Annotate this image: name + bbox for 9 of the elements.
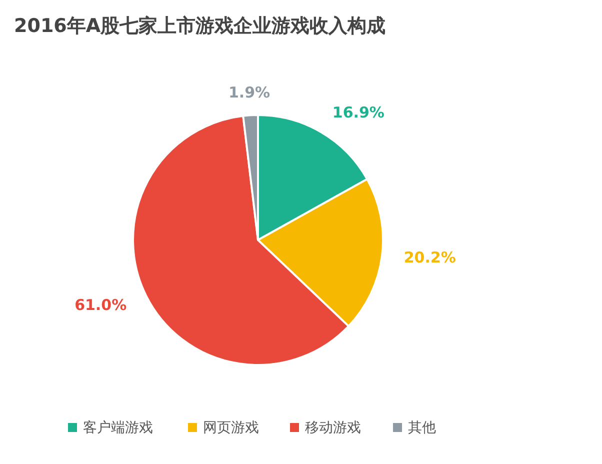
legend-label: 其他 — [408, 420, 436, 436]
legend-label: 移动游戏 — [305, 420, 361, 436]
data-label: 61.0% — [74, 296, 127, 314]
data-label: 16.9% — [332, 103, 384, 122]
data-label: 20.2% — [404, 248, 456, 267]
legend-label: 网页游戏 — [203, 420, 259, 436]
chart-title: 2016年A股七家上市游戏企业游戏收入构成 — [14, 15, 386, 37]
legend-label: 客户端游戏 — [83, 420, 153, 436]
data-label: 1.9% — [228, 83, 270, 102]
